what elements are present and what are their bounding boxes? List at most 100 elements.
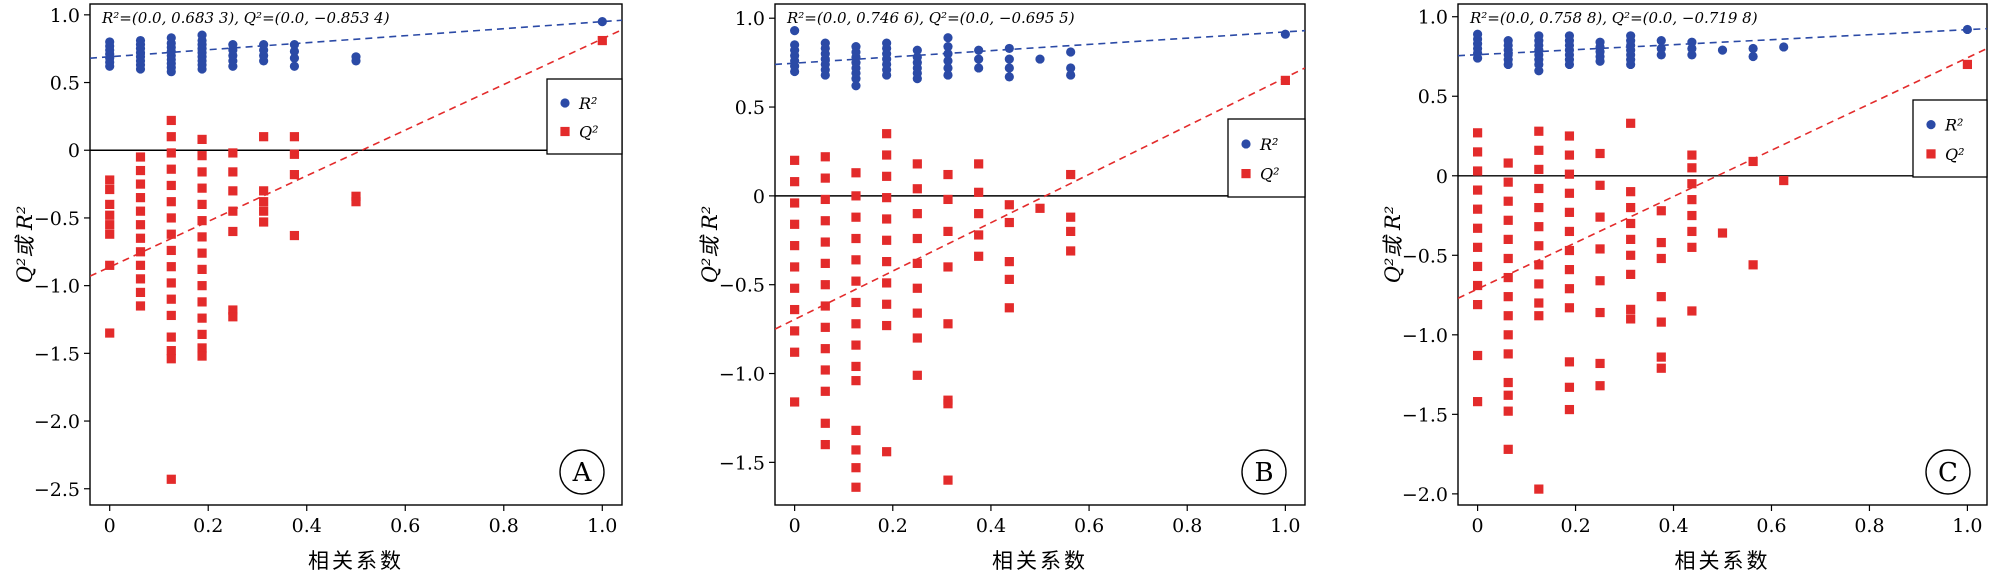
- q2-point: [851, 445, 861, 455]
- q2-point: [259, 186, 269, 196]
- q2-point: [820, 152, 830, 162]
- q2-point: [1472, 147, 1483, 157]
- q2-point: [1687, 242, 1697, 252]
- q2-point: [851, 425, 861, 435]
- r2-point: [1066, 47, 1076, 57]
- q2-point: [1503, 215, 1513, 225]
- q2-point: [820, 301, 830, 311]
- q2-point: [1626, 218, 1636, 229]
- q2-point: [912, 308, 922, 318]
- y-axis-label: Q²或 R²: [13, 206, 37, 284]
- q2-point: [851, 340, 861, 350]
- r2-point: [1748, 51, 1758, 62]
- legend-label: R²: [1259, 135, 1278, 154]
- q2-point: [1472, 166, 1483, 176]
- q2-point: [1564, 226, 1575, 237]
- q2-point: [790, 283, 800, 293]
- q2-point: [1748, 156, 1758, 167]
- q2-point: [166, 115, 176, 126]
- legend-r2-marker: [1926, 120, 1936, 130]
- q2-point: [1595, 244, 1605, 254]
- r2-point: [1962, 24, 1973, 35]
- q2-point: [289, 170, 300, 180]
- q2-point: [820, 194, 830, 205]
- r2-point: [943, 56, 953, 66]
- q2-point: [105, 229, 115, 239]
- q2-point: [197, 264, 207, 274]
- x-tick-label: 0.6: [1756, 515, 1786, 537]
- r2-point: [1066, 70, 1076, 80]
- x-axis-label: 相关系数: [1675, 549, 1771, 573]
- q2-point: [197, 216, 207, 226]
- q2-point: [1656, 206, 1666, 216]
- r2-point: [105, 37, 115, 47]
- q2-point: [197, 351, 207, 361]
- q2-point: [197, 297, 207, 307]
- q2-point: [197, 134, 207, 145]
- q2-point: [197, 248, 207, 258]
- q2-trend-line: [90, 29, 622, 277]
- q2-point: [135, 206, 146, 216]
- q2-point: [851, 255, 861, 265]
- x-tick-label: 0.4: [976, 515, 1006, 537]
- q2-point: [1564, 357, 1575, 367]
- r2-point: [1066, 63, 1076, 73]
- q2-point: [135, 193, 146, 203]
- q2-point: [1595, 148, 1605, 159]
- q2-point: [1503, 390, 1513, 400]
- q2-point: [1004, 217, 1014, 228]
- q2-point: [882, 235, 892, 245]
- q2-point: [1626, 234, 1636, 244]
- legend-q2-marker: [1241, 169, 1251, 179]
- r2-point: [1748, 43, 1758, 54]
- legend-box: [1912, 99, 1988, 178]
- annotation-text: R²=(0.0, 0.758 8), Q²=(0.0, −0.719 8): [1469, 9, 1758, 27]
- q2-point: [882, 320, 892, 331]
- q2-point: [228, 305, 238, 315]
- q2-point: [197, 329, 207, 339]
- q2-point: [135, 247, 146, 257]
- q2-point: [228, 167, 238, 177]
- q2-point: [1066, 246, 1076, 256]
- q2-point: [912, 283, 922, 293]
- panel-b: 0 0.2 0.4 0.6 0.8 1.0 1.0 0.5 0 −0.5 −1.0 −1.5 相关系数 Q…: [698, 3, 1306, 573]
- q2-point: [820, 439, 830, 450]
- r2-point: [1656, 35, 1666, 46]
- q2-point: [1534, 202, 1544, 213]
- q2-point: [1564, 188, 1575, 198]
- q2-point: [882, 299, 892, 309]
- q2-point: [1717, 228, 1728, 238]
- q2-point: [1656, 317, 1666, 327]
- q2-point: [105, 199, 115, 209]
- q2-point: [1656, 292, 1666, 302]
- q2-point: [1066, 212, 1076, 222]
- r2-point: [820, 38, 830, 48]
- q2-point: [1564, 131, 1575, 141]
- q2-point: [851, 319, 861, 329]
- q2-point: [1472, 350, 1483, 361]
- q2-point: [974, 187, 984, 197]
- y-tick-label: −0.5: [1402, 245, 1448, 267]
- q2-point: [135, 287, 146, 298]
- q2-point: [820, 280, 830, 290]
- q2-point: [1564, 265, 1575, 275]
- legend-label: Q²: [1260, 165, 1280, 184]
- q2-point: [1472, 397, 1483, 407]
- q2-point: [820, 216, 830, 226]
- q2-point: [197, 343, 207, 353]
- y-tick-label: −1.5: [719, 452, 765, 474]
- r2-point: [1656, 50, 1666, 60]
- q2-point: [943, 319, 953, 329]
- q2-point: [1534, 241, 1544, 251]
- q2-point: [1595, 307, 1605, 318]
- y-tick-label: −2.5: [34, 479, 80, 501]
- y-tick-label: 1.0: [735, 8, 765, 30]
- q2-point: [1472, 223, 1483, 233]
- y-tick-label: −1.0: [1402, 325, 1448, 347]
- q2-point: [790, 241, 800, 251]
- q2-point: [1472, 242, 1483, 252]
- q2-point: [912, 233, 922, 244]
- q2-point: [166, 262, 176, 272]
- x-tick-label: 0.2: [878, 515, 908, 537]
- r2-point: [166, 33, 176, 43]
